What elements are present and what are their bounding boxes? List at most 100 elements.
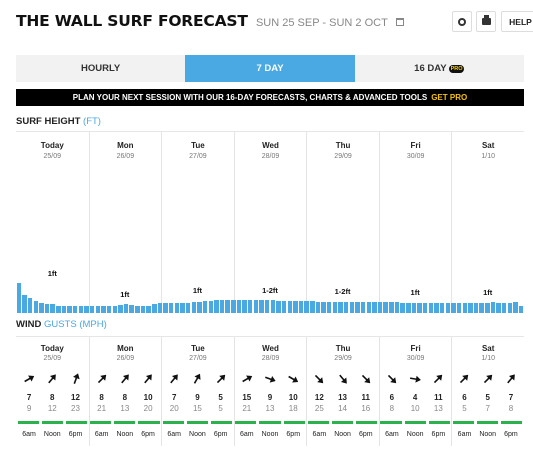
wind-speed: 6 <box>389 393 395 402</box>
surf-height-bar <box>27 298 33 313</box>
surf-height-bar <box>518 306 524 313</box>
day-column: Thu 29/09 <box>306 337 379 446</box>
wind-gust: 10 <box>410 404 420 413</box>
time-bar <box>17 421 39 424</box>
surf-height-bar <box>225 300 230 313</box>
wind-label: WIND <box>16 319 42 330</box>
tab-16-day[interactable]: 16 DAY PRO <box>355 55 524 82</box>
surf-height-bar <box>360 302 366 313</box>
surf-height-bar <box>513 302 518 313</box>
wind-speed: 9 <box>195 393 200 402</box>
day-name: Wed <box>262 141 279 150</box>
surf-height-bar <box>298 301 304 313</box>
surf-height-bar <box>383 302 388 313</box>
day-column: Thu 29/09 <box>306 132 379 313</box>
tab-hourly[interactable]: HOURLY <box>16 55 185 82</box>
surf-height-bar <box>197 301 202 313</box>
get-pro-link[interactable]: GET PRO <box>431 93 468 102</box>
spot-title: THE WALL SURF FORECAST <box>16 12 248 30</box>
surf-height-bar <box>135 305 140 313</box>
surf-height-bar <box>304 301 309 313</box>
surf-height-bar <box>163 302 168 313</box>
forecast-tabs: HOURLY 7 DAY 16 DAY PRO <box>16 55 524 82</box>
calendar-icon[interactable] <box>396 18 404 26</box>
wind-arrow-icon <box>121 374 129 384</box>
day-date: 25/09 <box>43 355 62 362</box>
day-date: 27/09 <box>189 153 207 160</box>
surf-height-bar <box>321 301 326 313</box>
day-date: 26/09 <box>116 355 135 362</box>
surf-height-bar <box>406 302 411 313</box>
day-name: Fri <box>410 141 421 150</box>
day-name: Sat <box>481 344 495 353</box>
wind-arrow-icon <box>265 376 276 383</box>
settings-button[interactable] <box>452 11 472 32</box>
wind-heading: WIND GUSTS (MPH) <box>16 319 107 330</box>
surf-height-bar <box>332 301 338 313</box>
time-bar <box>235 421 257 424</box>
day-name: Fri <box>410 344 421 353</box>
surf-height-bar <box>157 303 163 313</box>
day-date: 27/09 <box>189 355 207 362</box>
surf-height-bar <box>502 302 507 313</box>
page-header: THE WALL SURF FORECAST SUN 25 SEP - SUN … <box>16 10 533 34</box>
surf-height-bar <box>343 301 349 313</box>
printer-icon <box>481 15 491 25</box>
time-label: Noon <box>261 431 279 438</box>
time-bar <box>428 421 450 424</box>
wind-gust: 20 <box>169 404 179 413</box>
wind-speed: 8 <box>99 393 104 402</box>
surf-height-bar <box>315 301 321 313</box>
day-name: Sat <box>481 141 495 150</box>
wind-speed: 7 <box>26 393 32 402</box>
time-bar <box>501 421 523 424</box>
wind-gust: 13 <box>120 404 130 413</box>
surf-height-bar <box>377 302 383 313</box>
help-button[interactable]: HELP <box>501 11 533 32</box>
day-column: Fri 30/09 <box>378 132 452 313</box>
surf-height-bar <box>140 305 146 313</box>
wind-arrow-icon <box>24 375 35 383</box>
wind-arrow-icon <box>242 375 252 383</box>
surf-height-bar <box>152 304 157 313</box>
tab-7-day[interactable]: 7 DAY <box>185 55 355 82</box>
wind-arrow-icon <box>97 374 106 384</box>
upgrade-banner[interactable]: PLAN YOUR NEXT SESSION WITH OUR 16-DAY F… <box>16 89 524 106</box>
tab-label: HOURLY <box>81 63 121 74</box>
time-bar <box>331 421 354 424</box>
wind-gust: 14 <box>338 404 348 413</box>
day-name: Tue <box>191 344 205 353</box>
time-bar <box>186 421 209 424</box>
time-label: 6am <box>312 431 327 438</box>
surf-height-bar <box>490 302 496 313</box>
time-label: 6pm <box>431 431 446 438</box>
wind-gust: 13 <box>433 404 443 413</box>
wind-speed: 7 <box>508 393 514 402</box>
surf-height-bar <box>146 305 151 313</box>
surf-height-bar <box>355 302 360 313</box>
surf-height-bar <box>67 306 72 313</box>
wind-gust: 5 <box>218 404 223 413</box>
print-button[interactable] <box>476 11 496 32</box>
wind-gust: 21 <box>97 404 107 413</box>
wind-arrow-icon <box>170 374 179 384</box>
surf-height-bar <box>281 301 287 313</box>
wind-arrow-icon <box>434 374 443 384</box>
time-label: Noon <box>334 431 351 438</box>
time-bar <box>356 421 378 424</box>
wind-gust: 15 <box>192 404 202 413</box>
surf-height-bar <box>276 301 281 313</box>
day-date: 28/09 <box>261 153 280 160</box>
time-bar <box>283 421 305 424</box>
surf-height-bar <box>248 300 253 313</box>
surf-height-bar <box>236 300 242 313</box>
wind-arrow-icon <box>288 375 299 383</box>
surf-height-bar <box>231 300 236 313</box>
surf-height-bar <box>208 301 213 313</box>
time-bar <box>307 421 329 424</box>
day-name: Today <box>40 344 64 353</box>
time-bar <box>90 421 112 424</box>
wind-gust: 21 <box>242 404 252 413</box>
surf-height-bar <box>253 300 259 313</box>
wind-gust: 9 <box>26 404 32 413</box>
